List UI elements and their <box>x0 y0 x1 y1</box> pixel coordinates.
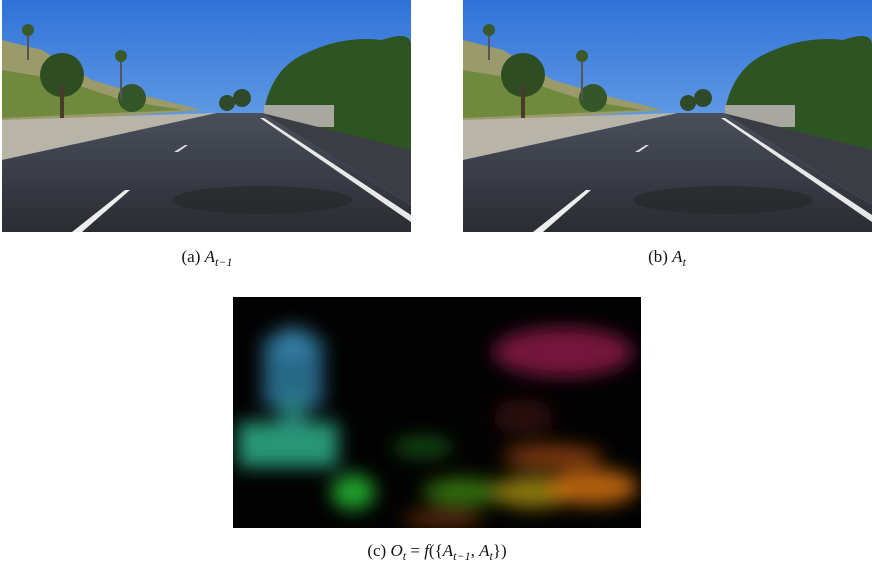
frame-b-image <box>463 0 872 232</box>
caption-math: t <box>683 255 686 269</box>
caption-math: A <box>443 541 453 560</box>
caption-math: t−1 <box>453 549 470 563</box>
caption-math: = <box>406 541 424 560</box>
caption-math: A <box>205 247 215 266</box>
caption-a: (a) At−1 <box>182 247 233 267</box>
caption-math: }) <box>493 541 507 560</box>
caption-math: A <box>479 541 489 560</box>
caption-math: , <box>471 541 480 560</box>
caption-label: (b) <box>648 247 668 266</box>
caption-math: t−1 <box>215 255 232 269</box>
caption-c: (c) Ot = f({At−1, At}) <box>367 541 506 561</box>
caption-b: (b) At <box>648 247 686 267</box>
figure-page: {"figure": {"panels": [ {"label": "(a)",… <box>0 0 872 570</box>
caption-math: O <box>390 541 402 560</box>
optical-flow-image <box>233 297 641 528</box>
caption-label: (c) <box>367 541 386 560</box>
caption-math: ({ <box>429 541 443 560</box>
caption-label: (a) <box>182 247 201 266</box>
caption-math: A <box>672 247 682 266</box>
frame-a-image <box>2 0 411 232</box>
